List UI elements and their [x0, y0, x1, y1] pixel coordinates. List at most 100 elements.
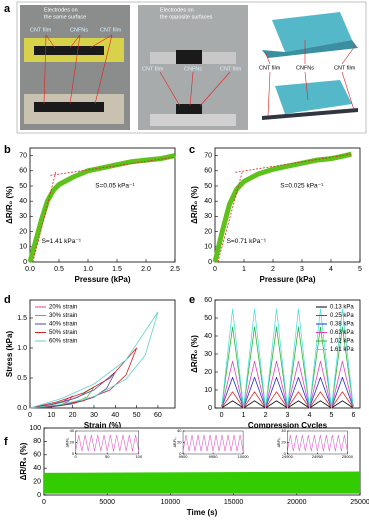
y-tick-label: 10	[204, 244, 212, 251]
annotation: S=0.05 kPa⁻¹	[95, 182, 135, 189]
y-tick-label: 20	[281, 440, 286, 445]
x-tick-label: 50	[133, 412, 141, 419]
x-tick-label: 1	[242, 266, 246, 273]
y-tick-label: 70	[19, 152, 27, 159]
y-tick-label: 20	[204, 369, 212, 376]
y-tick-label: 10	[204, 387, 212, 394]
y-axis-label: ΔR/R₀ (%)	[190, 335, 199, 373]
photo-label: CNT film	[220, 66, 242, 72]
x-tick-label: 3	[286, 412, 290, 419]
y-tick-label: 30	[204, 213, 212, 220]
x-tick-label: 3	[300, 266, 304, 273]
y-tick-label: 0.5	[17, 375, 27, 382]
x-tick-label: 6	[351, 412, 355, 419]
data-line	[27, 153, 176, 263]
panel-label: a	[4, 3, 11, 15]
plot-frame	[29, 299, 176, 409]
legend-label: 1.02 kPa	[330, 339, 354, 345]
y-tick-label: 0	[179, 451, 182, 456]
x-tick-label: 100	[135, 454, 142, 459]
y-tick-label: 0	[37, 492, 41, 499]
y-tick-label: 20	[177, 440, 182, 445]
y-tick-label: 60	[19, 168, 27, 175]
photo-caption: Electrodes on	[160, 7, 194, 13]
y-tick-label: 60	[33, 452, 41, 459]
x-tick-label: 4	[308, 412, 312, 419]
legend-label: 0.63 kPa	[330, 330, 354, 336]
legend-label: 0.25 kPa	[330, 313, 354, 319]
photo-label: CNT film	[142, 66, 164, 72]
x-axis-label: Compression Cycles	[248, 421, 328, 430]
y-tick-label: 20	[19, 228, 27, 235]
x-tick-label: 24950	[312, 454, 324, 459]
y-tick-label: 70	[204, 152, 212, 159]
x-tick-label: 20000	[287, 499, 307, 506]
legend-label: 60% strain	[49, 339, 77, 345]
x-tick-label: 0.5	[54, 266, 64, 273]
y-tick-label: 0.0	[17, 405, 27, 412]
y-tick-label: 10	[19, 244, 27, 251]
data-line	[287, 434, 348, 452]
data-line	[29, 311, 159, 409]
x-axis-label: Pressure (kPa)	[74, 275, 130, 284]
y-tick-label: 40	[281, 428, 286, 433]
data-line	[29, 371, 116, 409]
photo-label: CNFNs	[296, 65, 314, 71]
annotation: S=0.025 kPa⁻¹	[280, 182, 324, 189]
photo-label: CNFNs	[184, 66, 202, 72]
x-tick-label: 4	[329, 266, 333, 273]
y-tick-label: 50	[204, 183, 212, 190]
inset-y-label: ΔR/R₀	[66, 437, 70, 447]
x-tick-label: 10000	[238, 454, 250, 459]
annotation: S=1.41 kPa⁻¹	[42, 238, 82, 245]
x-tick-label: 2	[271, 266, 275, 273]
y-tick-label: 0	[208, 405, 212, 412]
x-tick-label: 2	[264, 412, 268, 419]
photo-label: CNFNs	[70, 27, 88, 33]
x-tick-label: 30	[90, 412, 98, 419]
y-tick-label: 1.0	[17, 345, 27, 352]
legend-label: 20% strain	[49, 305, 77, 311]
panel-frame	[16, 1, 367, 134]
data-line	[182, 434, 244, 452]
guide-line	[217, 170, 243, 263]
x-tick-label: 0	[213, 266, 217, 273]
panel-label: f	[4, 436, 8, 448]
y-tick-label: 60	[204, 168, 212, 175]
x-tick-label: 10	[47, 412, 55, 419]
y-tick-label: 40	[204, 333, 212, 340]
y-tick-label: 60	[204, 297, 212, 304]
y-tick-label: 0	[284, 451, 287, 456]
x-axis-label: Strain (%)	[84, 421, 122, 430]
panel-label: e	[189, 294, 195, 306]
x-tick-label: 40	[111, 412, 119, 419]
panel-label: d	[4, 294, 11, 306]
y-tick-label: 20	[33, 478, 41, 485]
y-tick-label: 50	[204, 315, 212, 322]
photo-label: CNT film	[334, 65, 356, 71]
y-tick-label: 0	[23, 259, 27, 266]
y-tick-label: 40	[19, 198, 27, 205]
x-tick-label: 5	[329, 412, 333, 419]
y-tick-label: 40	[204, 198, 212, 205]
legend-label: 1.61 kPa	[330, 347, 354, 353]
photo-label: CNT film	[100, 27, 122, 33]
x-tick-label: 60	[154, 412, 162, 419]
x-tick-label: 15000	[224, 499, 244, 506]
x-tick-label: 0	[220, 412, 224, 419]
x-tick-label: 0	[42, 499, 46, 506]
data-line	[212, 151, 352, 263]
photo-caption: Electrodes on	[44, 7, 78, 13]
y-tick-label: 40	[177, 428, 182, 433]
x-tick-label: 1.0	[83, 266, 93, 273]
x-tick-label: 5000	[99, 499, 115, 506]
y-tick-label: 20	[70, 440, 75, 445]
legend-label: 0.38 kPa	[330, 322, 354, 328]
annotation: S=0.71 kPa⁻¹	[227, 238, 267, 245]
x-tick-label: 0.0	[25, 266, 35, 273]
data-line	[221, 308, 354, 409]
x-tick-label: 9900	[179, 454, 189, 459]
photo-caption: the same surface	[44, 14, 86, 20]
y-axis-label: Stress (kPa)	[5, 331, 14, 378]
